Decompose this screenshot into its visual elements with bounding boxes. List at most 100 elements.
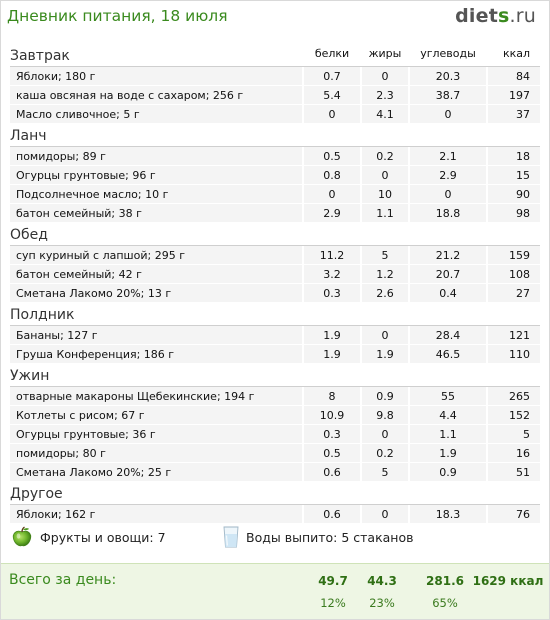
food-fat: 0 xyxy=(362,326,408,344)
food-carbs: 18.8 xyxy=(410,204,486,222)
total-protein: 49.7 xyxy=(318,574,348,588)
food-protein: 0 xyxy=(304,185,360,203)
food-name: Огурцы грунтовые; 96 г xyxy=(10,166,302,184)
water-summary: Воды выпито: 5 стаканов xyxy=(222,525,472,549)
carbs-percent: 65% xyxy=(432,596,458,610)
food-diary-table: Завтрак белки жиры углеводы ккал Яблоки; 180 … xyxy=(10,44,540,524)
food-row[interactable]: батон семейный; 38 г 2.9 1.1 18.8 98 xyxy=(10,204,540,223)
food-name: Масло сливочное; 5 г xyxy=(10,105,302,123)
food-fat: 5 xyxy=(362,463,408,481)
food-row[interactable]: помидоры; 89 г 0.5 0.2 2.1 18 xyxy=(10,147,540,166)
food-protein: 0.6 xyxy=(304,463,360,481)
meal-section: Полдник Бананы; 127 г 1.9 0 28.4 121 Груша Кон… xyxy=(10,306,540,364)
food-name: суп куриный с лапшой; 295 г xyxy=(10,246,302,264)
food-protein: 0.5 xyxy=(304,444,360,462)
protein-percent: 12% xyxy=(320,596,346,610)
food-carbs: 1.1 xyxy=(410,425,486,443)
food-protein: 0.5 xyxy=(304,147,360,165)
food-name: Яблоки; 180 г xyxy=(10,67,302,85)
food-row[interactable]: Масло сливочное; 5 г 0 4.1 0 37 xyxy=(10,105,540,124)
food-carbs: 21.2 xyxy=(410,246,486,264)
food-kcal: 152 xyxy=(488,406,540,424)
food-kcal: 197 xyxy=(488,86,540,104)
food-fat: 9.8 xyxy=(362,406,408,424)
food-carbs: 0.4 xyxy=(410,284,486,302)
food-protein: 3.2 xyxy=(304,265,360,283)
food-row[interactable]: батон семейный; 42 г 3.2 1.2 20.7 108 xyxy=(10,265,540,284)
food-row[interactable]: Яблоки; 162 г 0.6 0 18.3 76 xyxy=(10,505,540,524)
food-name: Сметана Лакомо 20%; 13 г xyxy=(10,284,302,302)
food-row[interactable]: отварные макароны Щебекинские; 194 г 8 0.9… xyxy=(10,387,540,406)
logo-part-1: diet xyxy=(455,5,498,27)
food-carbs: 0 xyxy=(410,105,486,123)
food-name: Груша Конференция; 186 г xyxy=(10,345,302,363)
food-fat: 2.3 xyxy=(362,86,408,104)
food-name: батон семейный; 38 г xyxy=(10,204,302,222)
food-row[interactable]: Яблоки; 180 г 0.7 0 20.3 84 xyxy=(10,67,540,86)
food-fat: 0 xyxy=(362,67,408,85)
meal-header: Обед xyxy=(10,226,540,246)
meal-header: Другое xyxy=(10,485,540,505)
food-row[interactable]: Подсолнечное масло; 10 г 0 10 0 90 xyxy=(10,185,540,204)
water-label: Воды выпито: 5 стаканов xyxy=(246,530,414,545)
food-name: отварные макароны Щебекинские; 194 г xyxy=(10,387,302,405)
food-fat: 0.2 xyxy=(362,444,408,462)
daily-totals: Всего за день: 49.7 44.3 281.6 1629 ккал… xyxy=(1,563,549,619)
food-kcal: 84 xyxy=(488,67,540,85)
column-header-carbs: углеводы xyxy=(420,47,476,60)
food-fat: 10 xyxy=(362,185,408,203)
food-row[interactable]: Бананы; 127 г 1.9 0 28.4 121 xyxy=(10,326,540,345)
food-name: Подсолнечное масло; 10 г xyxy=(10,185,302,203)
meal-section: Завтрак белки жиры углеводы ккал Яблоки; 180 … xyxy=(10,47,540,124)
food-kcal: 16 xyxy=(488,444,540,462)
food-kcal: 110 xyxy=(488,345,540,363)
food-carbs: 0.9 xyxy=(410,463,486,481)
food-row[interactable]: Огурцы грунтовые; 96 г 0.8 0 2.9 15 xyxy=(10,166,540,185)
food-protein: 2.9 xyxy=(304,204,360,222)
food-fat: 0.9 xyxy=(362,387,408,405)
meal-items: отварные макароны Щебекинские; 194 г 8 0.9… xyxy=(10,387,540,482)
fruits-summary: Фрукты и овощи: 7 xyxy=(10,525,210,549)
food-fat: 5 xyxy=(362,246,408,264)
meal-header: Ланч xyxy=(10,127,540,147)
food-row[interactable]: Груша Конференция; 186 г 1.9 1.9 46.5 110 xyxy=(10,345,540,364)
food-row[interactable]: каша овсяная на воде с сахаром; 256 г 5.4… xyxy=(10,86,540,105)
food-carbs: 2.9 xyxy=(410,166,486,184)
food-protein: 8 xyxy=(304,387,360,405)
food-kcal: 98 xyxy=(488,204,540,222)
food-row[interactable]: Огурцы грунтовые; 36 г 0.3 0 1.1 5 xyxy=(10,425,540,444)
column-header-fat: жиры xyxy=(368,47,402,60)
column-header-kcal: ккал xyxy=(502,47,530,60)
food-protein: 5.4 xyxy=(304,86,360,104)
food-protein: 0.3 xyxy=(304,425,360,443)
food-protein: 0.3 xyxy=(304,284,360,302)
food-fat: 1.9 xyxy=(362,345,408,363)
food-row[interactable]: суп куриный с лапшой; 295 г 11.2 5 21.2 159 xyxy=(10,246,540,265)
food-fat: 1.1 xyxy=(362,204,408,222)
meal-title: Полдник xyxy=(10,307,75,323)
food-fat: 2.6 xyxy=(362,284,408,302)
meal-header: Ужин xyxy=(10,367,540,387)
food-row[interactable]: Сметана Лакомо 20%; 25 г 0.6 5 0.9 51 xyxy=(10,463,540,482)
meal-section: Обед суп куриный с лапшой; 295 г 11.2 5 21.2… xyxy=(10,226,540,303)
food-kcal: 15 xyxy=(488,166,540,184)
meal-items: Бананы; 127 г 1.9 0 28.4 121 Груша Конференци… xyxy=(10,326,540,364)
food-protein: 0.8 xyxy=(304,166,360,184)
meal-section: Ланч помидоры; 89 г 0.5 0.2 2.1 18 Огурцы грун… xyxy=(10,127,540,223)
food-protein: 1.9 xyxy=(304,326,360,344)
food-carbs: 4.4 xyxy=(410,406,486,424)
food-carbs: 0 xyxy=(410,185,486,203)
food-protein: 10.9 xyxy=(304,406,360,424)
food-kcal: 121 xyxy=(488,326,540,344)
food-row[interactable]: Котлеты с рисом; 67 г 10.9 9.8 4.4 152 xyxy=(10,406,540,425)
site-logo[interactable]: diets.ru xyxy=(455,5,536,27)
food-row[interactable]: Сметана Лакомо 20%; 13 г 0.3 2.6 0.4 27 xyxy=(10,284,540,303)
food-kcal: 18 xyxy=(488,147,540,165)
water-glass-icon xyxy=(223,526,239,548)
food-row[interactable]: помидоры; 80 г 0.5 0.2 1.9 16 xyxy=(10,444,540,463)
food-kcal: 51 xyxy=(488,463,540,481)
food-fat: 0 xyxy=(362,425,408,443)
page-title: Дневник питания, 18 июля xyxy=(7,7,228,25)
food-carbs: 20.7 xyxy=(410,265,486,283)
meal-items: суп куриный с лапшой; 295 г 11.2 5 21.2 159 б… xyxy=(10,246,540,303)
